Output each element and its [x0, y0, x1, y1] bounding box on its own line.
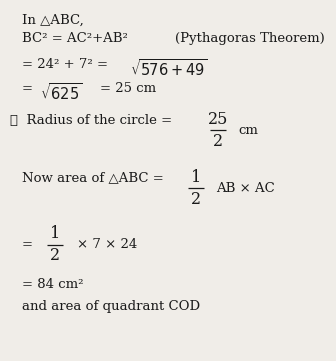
Text: 25: 25 [208, 110, 228, 127]
Text: ∴  Radius of the circle =: ∴ Radius of the circle = [10, 113, 176, 126]
Text: 2: 2 [191, 191, 201, 208]
Text: = 84 cm²: = 84 cm² [22, 278, 84, 291]
Text: × 7 × 24: × 7 × 24 [77, 239, 137, 252]
Text: and area of quadrant COD: and area of quadrant COD [22, 300, 200, 313]
Text: Now area of △ABC =: Now area of △ABC = [22, 171, 168, 184]
Text: =: = [22, 82, 37, 95]
Text: 2: 2 [213, 132, 223, 149]
Text: 1: 1 [191, 169, 201, 186]
Text: = 25 cm: = 25 cm [100, 82, 156, 95]
Text: BC² = AC²+AB²: BC² = AC²+AB² [22, 32, 128, 45]
Text: $\sqrt{576+49}$: $\sqrt{576+49}$ [130, 58, 208, 79]
Text: 1: 1 [50, 226, 60, 243]
Text: cm: cm [238, 123, 258, 136]
Text: 2: 2 [50, 248, 60, 265]
Text: (Pythagoras Theorem): (Pythagoras Theorem) [175, 32, 325, 45]
Text: = 24² + 7² =: = 24² + 7² = [22, 58, 112, 71]
Text: $\sqrt{625}$: $\sqrt{625}$ [40, 82, 82, 103]
Text: AB × AC: AB × AC [216, 182, 275, 195]
Text: In △ABC,: In △ABC, [22, 14, 84, 27]
Text: =: = [22, 239, 37, 252]
